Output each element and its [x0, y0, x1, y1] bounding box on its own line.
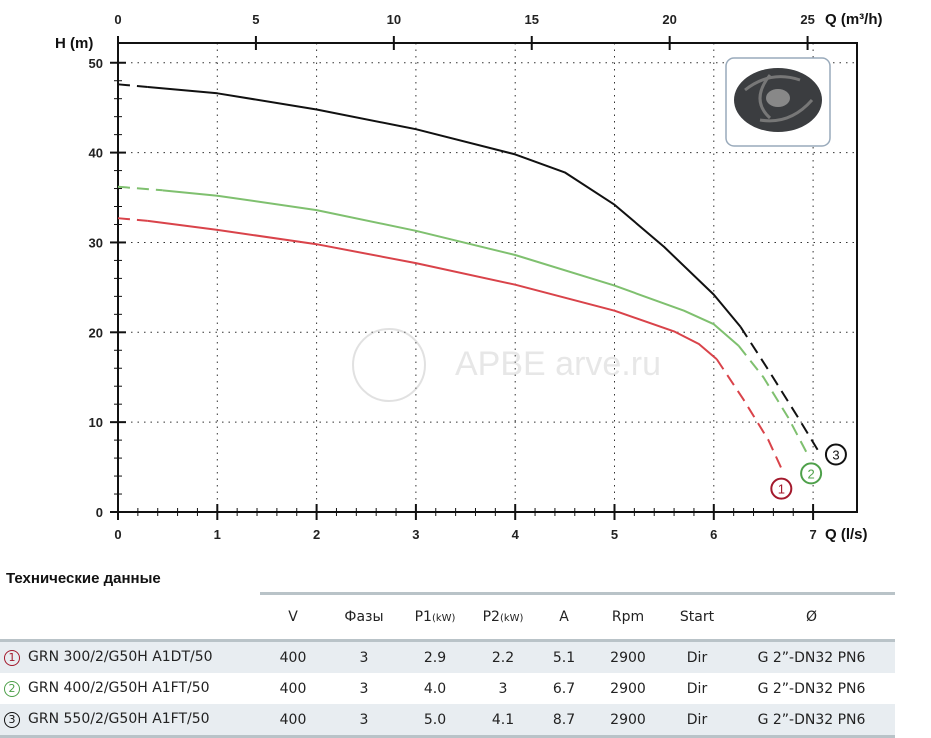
y-tick-label: 20 [89, 325, 103, 340]
cell-a: 5.1 [538, 639, 590, 673]
cell-start: Dir [666, 704, 728, 738]
watermark-text: АРВЕ arve.ru [455, 345, 661, 383]
series-1-label: 1 [778, 482, 785, 497]
x2-tick-label: 10 [387, 12, 401, 27]
series-2-dashed-end [737, 345, 809, 456]
pump-curve-chart: 0 1 2 3 4 5 6 7 0 10 20 30 40 50 0 5 10 15 20 25 H (m) Q (l… [55, 11, 883, 543]
table-row: 1 GRN 300/2/G50H A1DT/50 400 3 2.9 2.2 5.1 2900… [0, 639, 895, 673]
series-1-curve [147, 219, 718, 361]
header-start: Start [666, 592, 728, 641]
header-blank [0, 594, 260, 641]
cell-v: 400 [260, 704, 326, 738]
x-tick-label: 1 [214, 527, 221, 542]
table-row: 3 GRN 550/2/G50H A1FT/50 400 3 5.0 4.1 8.7 2900… [0, 704, 895, 738]
model-cell: 3 GRN 550/2/G50H A1FT/50 [0, 704, 260, 738]
series-3-dashed-end [739, 326, 822, 456]
cell-p1: 4.0 [423, 680, 447, 697]
impeller-image [725, 57, 831, 147]
plot-frame [117, 42, 858, 513]
tech-data-table: V Фазы P1(kW) P2(kW) A Rpm Start Ø 1 GRN … [0, 592, 895, 738]
model-name: GRN 400/2/G50H A1FT/50 [28, 680, 210, 696]
table-title: Технические данные [6, 570, 161, 587]
row-number-badge: 2 [4, 681, 20, 697]
series-2-label: 2 [807, 466, 814, 481]
header-v: V [260, 592, 326, 641]
cell-phases: 3 [326, 639, 402, 673]
x2-tick-label: 0 [114, 12, 121, 27]
cell-start: Dir [666, 639, 728, 673]
series-2-dashed-start [117, 185, 163, 192]
cell-phases: 3 [326, 704, 402, 738]
cell-p2: 2.2 [468, 639, 538, 673]
series-3-curve [147, 86, 742, 328]
y-axis-label: H (m) [55, 35, 93, 52]
header-rpm: Rpm [590, 592, 666, 641]
x-tick-label: 4 [512, 527, 520, 542]
x-tick-label: 3 [412, 527, 419, 542]
model-name: GRN 550/2/G50H A1FT/50 [28, 711, 210, 727]
y-tick-label: 30 [89, 235, 103, 250]
header-connection: Ø [728, 592, 895, 641]
cell-conn: G 2”-DN32 PN6 [728, 704, 895, 738]
x-tick-label: 5 [611, 527, 618, 542]
series-1-marker [770, 477, 793, 500]
y-tick-label: 50 [89, 56, 103, 71]
cell-conn: G 2”-DN32 PN6 [757, 680, 866, 697]
series-1-dashed-end [715, 358, 785, 473]
watermark: АРВЕ arve.ru [352, 328, 661, 402]
x2-axis-label: Q (m³/h) [825, 11, 883, 28]
series-2-marker [800, 462, 823, 485]
cell-p2: 3 [498, 680, 508, 697]
header-phases: Фазы [326, 592, 402, 641]
x2-tick-label: 5 [252, 12, 259, 27]
row-number-badge: 3 [4, 712, 20, 728]
model-cell: 1 GRN 300/2/G50H A1DT/50 [0, 639, 260, 673]
header-p2: P2(kW) [468, 592, 538, 641]
cell-rpm: 2900 [590, 704, 666, 738]
y-tick-label: 10 [89, 415, 103, 430]
cell-a: 6.7 [552, 680, 576, 697]
cell-v: 400 [260, 639, 326, 673]
cell-p2: 4.1 [468, 704, 538, 738]
cell-phases: 3 [359, 680, 369, 697]
series-3-label: 3 [832, 447, 839, 462]
table-row: 2 GRN 400/2/G50H A1FT/50 400 3 4.0 3 6.7 2900 Di… [0, 673, 895, 704]
x2-tick-label: 25 [800, 12, 814, 27]
cell-rpm: 2900 [610, 680, 646, 697]
y-tick-label: 40 [89, 146, 103, 161]
x2-tick-label: 15 [525, 12, 539, 27]
x-tick-label: 2 [313, 527, 320, 542]
series-1-dashed-start [117, 217, 148, 222]
cell-p1: 2.9 [402, 639, 468, 673]
cell-p1: 5.0 [402, 704, 468, 738]
series-3-marker [824, 443, 847, 466]
cell-a: 8.7 [538, 704, 590, 738]
series-2-curve [162, 189, 740, 347]
cell-start: Dir [686, 680, 708, 697]
model-cell: 2 GRN 400/2/G50H A1FT/50 [0, 673, 260, 704]
cell-conn: G 2”-DN32 PN6 [728, 639, 895, 673]
y-tick-label: 0 [96, 505, 103, 520]
header-p1: P1(kW) [402, 592, 468, 641]
x-tick-label: 0 [114, 527, 121, 542]
series-3-dashed-start [117, 83, 148, 88]
header-a: A [538, 592, 590, 641]
cell-v: 400 [279, 680, 307, 697]
model-name: GRN 300/2/G50H A1DT/50 [28, 649, 213, 665]
x-axis-label: Q (l/s) [825, 526, 868, 543]
x-tick-label: 7 [809, 527, 816, 542]
x2-tick-label: 20 [662, 12, 676, 27]
cell-rpm: 2900 [590, 639, 666, 673]
x-tick-label: 6 [710, 527, 717, 542]
row-number-badge: 1 [4, 650, 20, 666]
